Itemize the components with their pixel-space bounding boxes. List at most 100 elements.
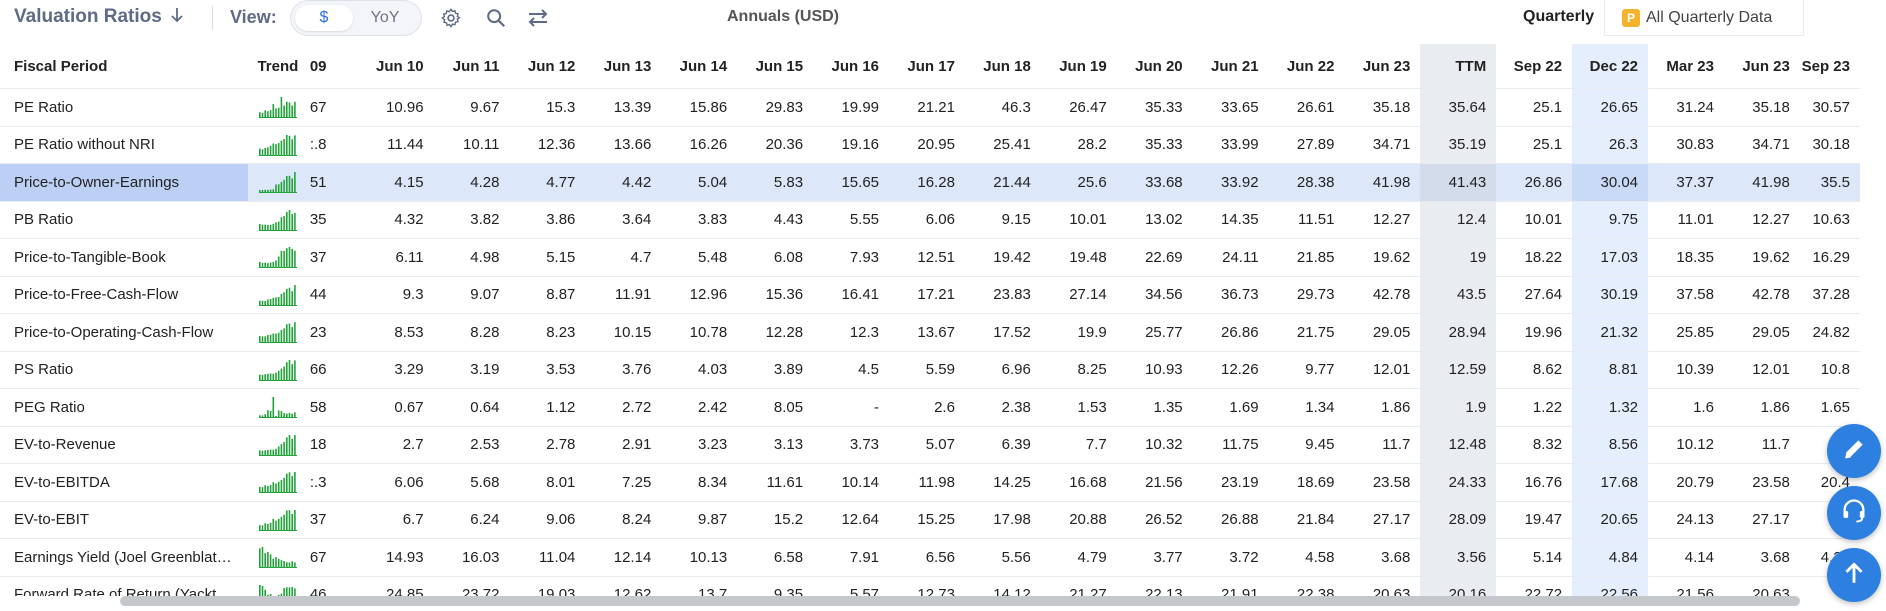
- table-row[interactable]: Price-to-Operating-Cash-Flow 23 8.53 8.28 8.…: [0, 313, 1860, 351]
- trend-sparkline[interactable]: [247, 575, 308, 596]
- value-cell: 6.56: [889, 538, 965, 576]
- metric-name[interactable]: PE Ratio: [0, 88, 248, 126]
- metric-name[interactable]: Price-to-Free-Cash-Flow: [0, 275, 248, 314]
- sparkline-bar: [275, 143, 277, 155]
- value-cell: 23: [307, 313, 358, 351]
- sparkline-bar: [266, 552, 269, 568]
- sparkline-bar: [288, 209, 291, 230]
- value-cell: 3.29: [357, 350, 434, 389]
- section-title[interactable]: Valuation Ratios: [14, 6, 184, 28]
- trend-sparkline[interactable]: [247, 388, 308, 426]
- value-cell: 3.23: [661, 425, 738, 464]
- metric-name[interactable]: PE Ratio without NRI: [0, 125, 248, 164]
- value-cell: 4.42: [585, 163, 662, 201]
- search-icon[interactable]: [484, 6, 508, 30]
- metric-name[interactable]: Price-to-Owner-Earnings: [0, 163, 248, 201]
- value-cell: 5.55: [813, 200, 890, 239]
- annuals-label: Annuals (USD): [727, 8, 839, 25]
- value-cell: 19.47: [1496, 500, 1573, 539]
- value-cell: 20.63: [1344, 575, 1421, 596]
- sparkline-bar: [264, 189, 266, 193]
- value-cell: 21.32: [1572, 313, 1649, 351]
- trend-sparkline[interactable]: [247, 350, 308, 389]
- metric-name[interactable]: EV-to-Revenue: [0, 425, 248, 464]
- value-cell: 1.32: [1572, 388, 1649, 426]
- metric-name[interactable]: Earnings Yield (Joel Greenblat…: [0, 538, 248, 576]
- value-cell: 35.33: [1116, 125, 1193, 164]
- trend-sparkline[interactable]: [247, 163, 308, 201]
- toggle-dollar[interactable]: $: [295, 5, 353, 31]
- sparkline-bar: [277, 482, 280, 493]
- metric-name[interactable]: EV-to-EBIT: [0, 500, 248, 539]
- trend-sparkline[interactable]: [247, 425, 308, 464]
- sparkline-bar: [293, 360, 296, 380]
- value-cell: 5.68: [433, 463, 510, 501]
- sparkline-chart: [258, 472, 297, 494]
- sort-down-icon[interactable]: [170, 7, 184, 28]
- metric-name[interactable]: PB Ratio: [0, 200, 248, 239]
- value-cell: 21.44: [964, 163, 1041, 201]
- table-row[interactable]: Forward Rate of Return (Yackt… 46 24.85 23.…: [0, 575, 1860, 596]
- table-row[interactable]: PS Ratio 66 3.29 3.19 3.53 3.76 4.03 3.89 4.5 5.5…: [0, 350, 1860, 389]
- table-row[interactable]: PB Ratio 35 4.32 3.82 3.86 3.64 3.83 4.43 5.55 6.…: [0, 200, 1860, 239]
- horizontal-scrollbar[interactable]: [120, 596, 1800, 606]
- table-row[interactable]: EV-to-EBIT 37 6.7 6.24 9.06 8.24 9.87 15.2 12.64…: [0, 500, 1860, 539]
- value-cell: 19.16: [813, 125, 890, 164]
- sparkline-bar: [293, 212, 296, 230]
- value-cell: 9.67: [433, 88, 510, 126]
- sparkline-bar: [283, 561, 285, 568]
- metric-name[interactable]: Price-to-Operating-Cash-Flow: [0, 313, 248, 351]
- trend-sparkline[interactable]: [247, 125, 308, 164]
- table-row[interactable]: PE Ratio without NRI:.8 11.44 10.11 12.36 13…: [0, 125, 1860, 164]
- value-cell: 4.03: [661, 350, 738, 389]
- view-toggle[interactable]: $ YoY: [290, 0, 422, 36]
- table-row[interactable]: PEG Ratio 58 0.67 0.64 1.12 2.72 2.42 8.05-2.6 2…: [0, 388, 1860, 426]
- value-cell: 10.96: [357, 88, 434, 126]
- sparkline-bar: [264, 485, 266, 493]
- edit-fab-button[interactable]: [1827, 424, 1881, 478]
- metric-name[interactable]: Price-to-Tangible-Book: [0, 238, 248, 276]
- trend-sparkline[interactable]: [247, 313, 308, 351]
- value-cell: 35.64: [1420, 88, 1497, 126]
- all-quarterly-data-button[interactable]: P All Quarterly Data: [1604, 0, 1804, 36]
- value-cell: 41.98: [1344, 163, 1421, 201]
- support-fab-button[interactable]: [1827, 486, 1881, 540]
- sparkline-bar: [275, 108, 277, 118]
- gear-icon[interactable]: [439, 6, 463, 30]
- swap-icon[interactable]: [526, 6, 550, 30]
- value-cell: 35: [307, 200, 358, 239]
- trend-sparkline[interactable]: [247, 463, 308, 501]
- trend-sparkline[interactable]: [247, 238, 308, 276]
- value-cell: 9.3: [357, 275, 434, 314]
- table-row[interactable]: Earnings Yield (Joel Greenblat… 67 14.93 16…: [0, 538, 1860, 576]
- trend-sparkline[interactable]: [247, 88, 308, 126]
- sparkline-bar: [277, 296, 280, 305]
- value-cell: 12.28: [737, 313, 814, 351]
- table-row[interactable]: EV-to-EBITDA:.3 6.06 5.68 8.01 7.25 8.34 11.61…: [0, 463, 1860, 501]
- metric-name[interactable]: PS Ratio: [0, 350, 248, 389]
- sparkline-bar: [261, 263, 264, 268]
- trend-sparkline[interactable]: [247, 538, 308, 576]
- metric-name[interactable]: Forward Rate of Return (Yackt…: [0, 575, 248, 596]
- value-cell: 20.36: [737, 125, 814, 164]
- trend-sparkline[interactable]: [247, 500, 308, 539]
- all-quarterly-data-label: All Quarterly Data: [1646, 8, 1773, 26]
- table-row[interactable]: PE Ratio 67 10.96 9.67 15.3 13.39 15.86 29.83 19…: [0, 88, 1860, 126]
- value-cell: 17.98: [964, 500, 1041, 539]
- sparkline-bar: [272, 449, 274, 455]
- trend-sparkline[interactable]: [247, 275, 308, 314]
- table-row[interactable]: Price-to-Tangible-Book 37 6.11 4.98 5.15 4.7 5…: [0, 238, 1860, 276]
- value-cell: 10.01: [1496, 200, 1573, 239]
- table-row[interactable]: Price-to-Owner-Earnings 51 4.15 4.28 4.77 4.4…: [0, 163, 1860, 201]
- metric-name[interactable]: PEG Ratio: [0, 388, 248, 426]
- value-cell: 22.72: [1496, 575, 1573, 596]
- metric-name[interactable]: EV-to-EBITDA: [0, 463, 248, 501]
- scroll-top-fab-button[interactable]: [1827, 548, 1881, 602]
- value-cell: 43.5: [1420, 275, 1497, 314]
- trend-sparkline[interactable]: [247, 200, 308, 239]
- toggle-yoy[interactable]: YoY: [370, 9, 400, 26]
- table-row[interactable]: EV-to-Revenue 18 2.7 2.53 2.78 2.91 3.23 3.13 3.…: [0, 425, 1860, 464]
- sparkline-bar: [283, 366, 285, 380]
- toolbar: Valuation Ratios View: $ YoY Annuals (US…: [0, 0, 1886, 36]
- table-row[interactable]: Price-to-Free-Cash-Flow 44 9.3 9.07 8.87 11.9…: [0, 275, 1860, 314]
